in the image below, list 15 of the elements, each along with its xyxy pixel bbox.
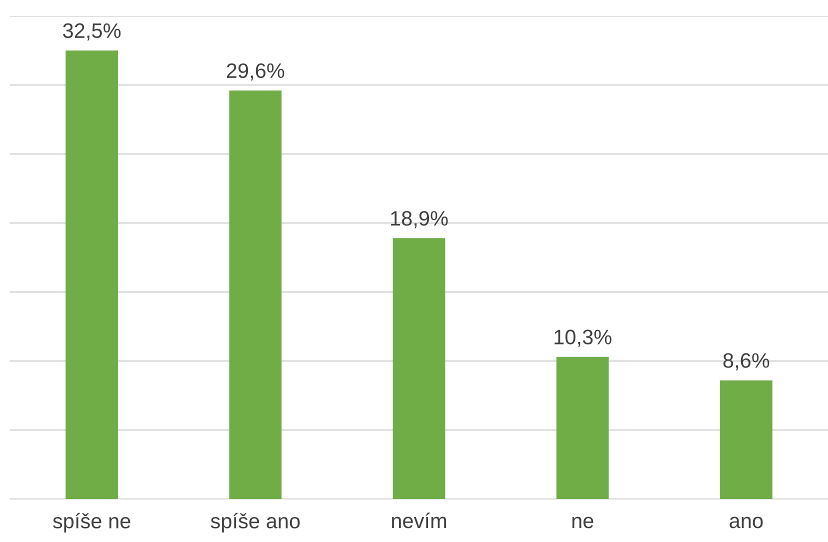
bar <box>556 356 609 499</box>
data-label: 18,9% <box>391 210 448 228</box>
data-label: 8,6% <box>723 353 770 370</box>
bar <box>720 380 772 499</box>
x-tick-label: spíše ne <box>53 512 130 533</box>
x-tick-label: spíše ano <box>210 512 300 533</box>
x-tick-label: nevím <box>392 512 446 528</box>
bar <box>392 238 446 499</box>
x-tick-label: ano <box>730 516 763 528</box>
data-label: 32,5% <box>63 23 121 41</box>
x-tick-label: ne <box>572 516 594 528</box>
bar <box>229 90 282 499</box>
data-label: 10,3% <box>554 330 612 347</box>
bar <box>66 50 118 499</box>
data-label: 29,6% <box>226 63 284 81</box>
